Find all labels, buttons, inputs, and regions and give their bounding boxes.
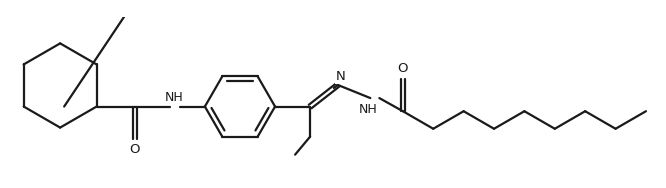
Text: NH: NH (359, 103, 378, 116)
Text: NH: NH (165, 91, 183, 104)
Text: N: N (336, 70, 346, 83)
Text: O: O (398, 62, 408, 75)
Text: O: O (129, 143, 140, 156)
